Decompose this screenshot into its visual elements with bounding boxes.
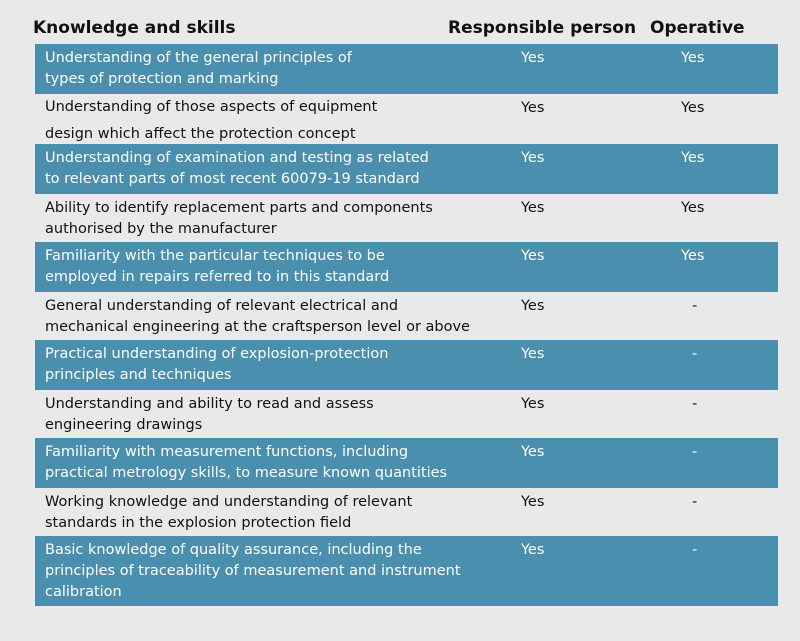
knowledge-line: practical metrology skills, to measure k… bbox=[45, 465, 448, 481]
knowledge-line: employed in repairs referred to in this … bbox=[45, 269, 390, 285]
responsible-cell: Yes bbox=[521, 444, 545, 460]
knowledge-cell: General understanding of relevant electr… bbox=[45, 296, 505, 338]
responsible-cell: Yes bbox=[521, 100, 545, 116]
knowledge-line: General understanding of relevant electr… bbox=[45, 298, 399, 314]
knowledge-line: to relevant parts of most recent 60079-1… bbox=[45, 171, 420, 187]
knowledge-cell: Working knowledge and understanding of r… bbox=[45, 492, 505, 534]
knowledge-line: types of protection and marking bbox=[45, 71, 279, 87]
knowledge-line: engineering drawings bbox=[45, 417, 203, 433]
table-row: Understanding of those aspects of equipm… bbox=[35, 94, 778, 144]
knowledge-cell: Ability to identify replacement parts an… bbox=[45, 198, 505, 240]
operative-cell: Yes bbox=[681, 100, 705, 116]
operative-cell: Yes bbox=[681, 248, 705, 264]
knowledge-cell: Familiarity with the particular techniqu… bbox=[45, 246, 505, 288]
responsible-cell: Yes bbox=[521, 200, 545, 216]
table-row: Working knowledge and understanding of r… bbox=[35, 488, 778, 536]
table-row: Practical understanding of explosion-pro… bbox=[35, 340, 778, 390]
header-knowledge-skills: Knowledge and skills bbox=[33, 18, 236, 38]
knowledge-line: principles of traceability of measuremen… bbox=[45, 563, 461, 579]
table-row: Familiarity with measurement functions, … bbox=[35, 438, 778, 488]
knowledge-line: Familiarity with measurement functions, … bbox=[45, 444, 409, 460]
knowledge-cell: Familiarity with measurement functions, … bbox=[45, 442, 505, 484]
table-row: Familiarity with the particular techniqu… bbox=[35, 242, 778, 292]
knowledge-line: Understanding of those aspects of equipm… bbox=[45, 99, 378, 115]
table-row: Understanding of the general principles … bbox=[35, 44, 778, 94]
operative-cell: - bbox=[692, 444, 698, 460]
knowledge-cell: Understanding of those aspects of equipm… bbox=[45, 94, 505, 148]
operative-cell: Yes bbox=[681, 150, 705, 166]
responsible-cell: Yes bbox=[521, 542, 545, 558]
table-body: Understanding of the general principles … bbox=[35, 44, 778, 606]
responsible-cell: Yes bbox=[521, 346, 545, 362]
knowledge-line: Understanding and ability to read and as… bbox=[45, 396, 374, 412]
knowledge-line: design which affect the protection conce… bbox=[45, 126, 356, 142]
knowledge-cell: Basic knowledge of quality assurance, in… bbox=[45, 540, 505, 603]
header-responsible-person: Responsible person bbox=[448, 18, 637, 38]
knowledge-line: Basic knowledge of quality assurance, in… bbox=[45, 542, 422, 558]
operative-cell: - bbox=[692, 542, 698, 558]
table-row: Basic knowledge of quality assurance, in… bbox=[35, 536, 778, 606]
knowledge-line: Ability to identify replacement parts an… bbox=[45, 200, 433, 216]
knowledge-line: Understanding of examination and testing… bbox=[45, 150, 429, 166]
table-row: Ability to identify replacement parts an… bbox=[35, 194, 778, 242]
knowledge-line: Working knowledge and understanding of r… bbox=[45, 494, 413, 510]
operative-cell: - bbox=[692, 396, 698, 412]
knowledge-line: principles and techniques bbox=[45, 367, 232, 383]
responsible-cell: Yes bbox=[521, 494, 545, 510]
responsible-cell: Yes bbox=[521, 396, 545, 412]
knowledge-line: calibration bbox=[45, 584, 122, 600]
knowledge-line: Practical understanding of explosion-pro… bbox=[45, 346, 389, 362]
operative-cell: Yes bbox=[681, 50, 705, 66]
responsible-cell: Yes bbox=[521, 298, 545, 314]
knowledge-line: standards in the explosion protection fi… bbox=[45, 515, 352, 531]
table-header: Knowledge and skills Responsible person … bbox=[0, 18, 780, 42]
operative-cell: - bbox=[692, 346, 698, 362]
knowledge-cell: Understanding of examination and testing… bbox=[45, 148, 505, 190]
responsible-cell: Yes bbox=[521, 248, 545, 264]
responsible-cell: Yes bbox=[521, 50, 545, 66]
knowledge-cell: Practical understanding of explosion-pro… bbox=[45, 344, 505, 386]
knowledge-line: authorised by the manufacturer bbox=[45, 221, 277, 237]
operative-cell: Yes bbox=[681, 200, 705, 216]
knowledge-cell: Understanding of the general principles … bbox=[45, 48, 505, 90]
table-row: Understanding and ability to read and as… bbox=[35, 390, 778, 438]
header-operative: Operative bbox=[650, 18, 745, 38]
knowledge-line: Understanding of the general principles … bbox=[45, 50, 352, 66]
knowledge-line: Familiarity with the particular techniqu… bbox=[45, 248, 385, 264]
table-row: Understanding of examination and testing… bbox=[35, 144, 778, 194]
knowledge-line: mechanical engineering at the craftspers… bbox=[45, 319, 470, 335]
responsible-cell: Yes bbox=[521, 150, 545, 166]
knowledge-cell: Understanding and ability to read and as… bbox=[45, 394, 505, 436]
operative-cell: - bbox=[692, 494, 698, 510]
table-row: General understanding of relevant electr… bbox=[35, 292, 778, 340]
operative-cell: - bbox=[692, 298, 698, 314]
